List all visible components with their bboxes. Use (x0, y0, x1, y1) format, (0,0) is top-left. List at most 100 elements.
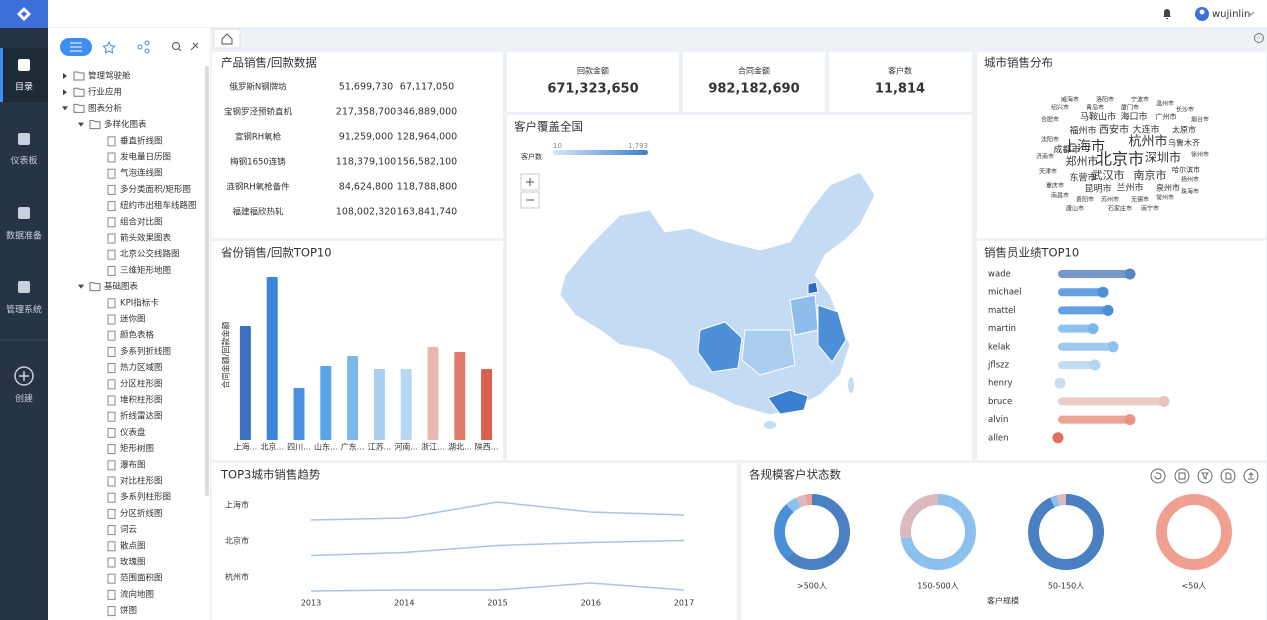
list-icon (70, 42, 82, 52)
tree-arrow[interactable] (63, 89, 67, 96)
menu-icon[interactable] (14, 366, 34, 386)
tree-item[interactable]: 折线雷达图 (120, 411, 163, 422)
lollipop-dot (1158, 395, 1170, 407)
cloud-word: 济南市 (1036, 153, 1054, 161)
tree-item[interactable]: 对比柱形图 (120, 476, 163, 487)
lollipop-dot (1054, 377, 1066, 389)
trend-line (310, 501, 685, 521)
doc-icon (107, 201, 116, 212)
tree-item[interactable]: 多分类面积/矩形图 (120, 184, 191, 195)
menu-label[interactable]: 管理系统 (6, 304, 42, 316)
y-tick-label: michael (988, 288, 1022, 298)
home-tab[interactable] (213, 28, 241, 49)
pin-icon[interactable] (190, 42, 199, 51)
menu-label[interactable]: 目录 (15, 82, 33, 93)
donut-segment (1156, 494, 1232, 570)
menu-label[interactable]: 仪表板 (10, 155, 37, 167)
tree-item[interactable]: 分区柱形图 (120, 378, 163, 389)
table-number: 51,699,730 (339, 82, 393, 93)
tool-zoom[interactable] (1174, 468, 1190, 484)
tool-export[interactable] (1220, 468, 1236, 484)
tree-item[interactable]: 多样化图表 (104, 119, 147, 130)
menu-icon[interactable] (18, 281, 30, 293)
cloud-word: 福州市 (1069, 125, 1096, 137)
search-icon-handle (178, 48, 182, 52)
panel-title: 销售员业绩TOP10 (984, 246, 1079, 260)
tree-item[interactable]: 矩形树图 (120, 443, 154, 454)
menu-label[interactable]: 创建 (15, 393, 33, 405)
menu-icon[interactable] (18, 207, 30, 219)
tree-item[interactable]: 分区折线图 (120, 508, 163, 519)
tree-item[interactable]: 多系列柱形图 (120, 492, 171, 503)
legend-title: 客户数 (521, 152, 542, 161)
more-icon[interactable] (1254, 33, 1264, 43)
tree-item[interactable]: 范围面积图 (120, 573, 163, 584)
y-tick-label: martin (988, 324, 1016, 334)
tool-filter[interactable] (1197, 468, 1213, 484)
tree-item[interactable]: 颜色表格 (120, 330, 155, 341)
cloud-word: 武汉市 (1092, 168, 1125, 182)
tree-item[interactable]: KPI指标卡 (120, 297, 159, 308)
tree-item[interactable]: 发电量日历图 (120, 152, 171, 163)
menu-icon[interactable] (18, 133, 30, 145)
user-caret[interactable] (1247, 11, 1255, 16)
avatar-head (1199, 9, 1205, 15)
tree-item[interactable]: 饼图 (120, 605, 137, 616)
tree-item[interactable]: 气泡连线图 (120, 168, 163, 179)
tree-item[interactable]: 玫瑰图 (120, 557, 146, 568)
doc-icon (107, 427, 116, 438)
tree-item[interactable]: 组合对比图 (120, 216, 163, 227)
tree-item[interactable]: 堆积柱形图 (120, 395, 163, 406)
tree-item[interactable]: 迷你图 (120, 314, 146, 325)
tool-undo[interactable] (1150, 468, 1166, 484)
cloud-word: 青岛市 (1086, 104, 1104, 112)
y-tick-label: allen (988, 433, 1009, 443)
row-label: 上海市 (225, 500, 249, 510)
cloud-word: 威海市 (1061, 96, 1079, 104)
y-tick-label: jflszz (987, 361, 1010, 371)
tree-item[interactable]: 垂直折线图 (120, 135, 163, 146)
tab-share[interactable] (137, 40, 150, 54)
tree-arrow[interactable] (78, 122, 84, 127)
panel-title: 各规模客户状态数 (749, 468, 841, 482)
menu-label[interactable]: 数据准备 (6, 230, 42, 242)
menu-icon[interactable] (18, 59, 30, 71)
tree-scrollbar[interactable] (205, 66, 209, 496)
tree-item[interactable]: 管理驾驶舱 (88, 71, 131, 82)
tree-arrow[interactable] (62, 106, 68, 111)
province (817, 304, 847, 363)
tree-item[interactable]: 三维矩形地图 (120, 265, 171, 276)
tree-item[interactable]: 北京公交线路图 (120, 249, 180, 260)
tab-favorite[interactable] (102, 40, 116, 54)
tree-arrow[interactable] (78, 284, 84, 289)
tree-item[interactable]: 图表分析 (88, 103, 123, 114)
tree-item[interactable]: 词云 (120, 525, 138, 535)
tree-item[interactable]: 纽约市出租车线路图 (120, 200, 197, 211)
tree-item[interactable]: 仪表盘 (120, 427, 146, 438)
lollipop-dot (1087, 323, 1099, 335)
lollipop-bar (1058, 288, 1103, 297)
tree-arrow[interactable] (63, 73, 67, 79)
tree-item[interactable]: 瀑布图 (120, 459, 146, 470)
user-name[interactable]: wujinlin (1212, 9, 1250, 20)
tool-share[interactable] (1243, 468, 1259, 484)
search-icon[interactable] (172, 42, 180, 50)
tree-item[interactable]: 散点图 (120, 540, 146, 551)
doc-icon (107, 476, 116, 487)
lollipop-bar (1058, 342, 1113, 351)
trend-line (310, 582, 685, 592)
category-label: <50人 (1182, 582, 1207, 591)
tree-item[interactable]: 行业应用 (88, 87, 122, 98)
tree-item[interactable]: 多系列折线图 (120, 346, 171, 357)
donut-segment (774, 494, 850, 570)
bell-icon[interactable] (1163, 9, 1171, 19)
tree-item[interactable]: 流向地图 (120, 589, 154, 600)
legend-min: 10 (553, 142, 562, 150)
tree-item[interactable]: 箭头效果图表 (120, 233, 172, 244)
cloud-word: 绍兴市 (1051, 104, 1069, 112)
cloud-word: 无锡市 (1131, 196, 1149, 204)
tree-item[interactable]: 热力区域图 (120, 362, 163, 373)
tree-item[interactable]: 基础图表 (104, 281, 139, 292)
table-name: 梅钢1650连铸 (230, 157, 286, 168)
y-axis-label: 合同金额/回款金额 (221, 322, 231, 389)
